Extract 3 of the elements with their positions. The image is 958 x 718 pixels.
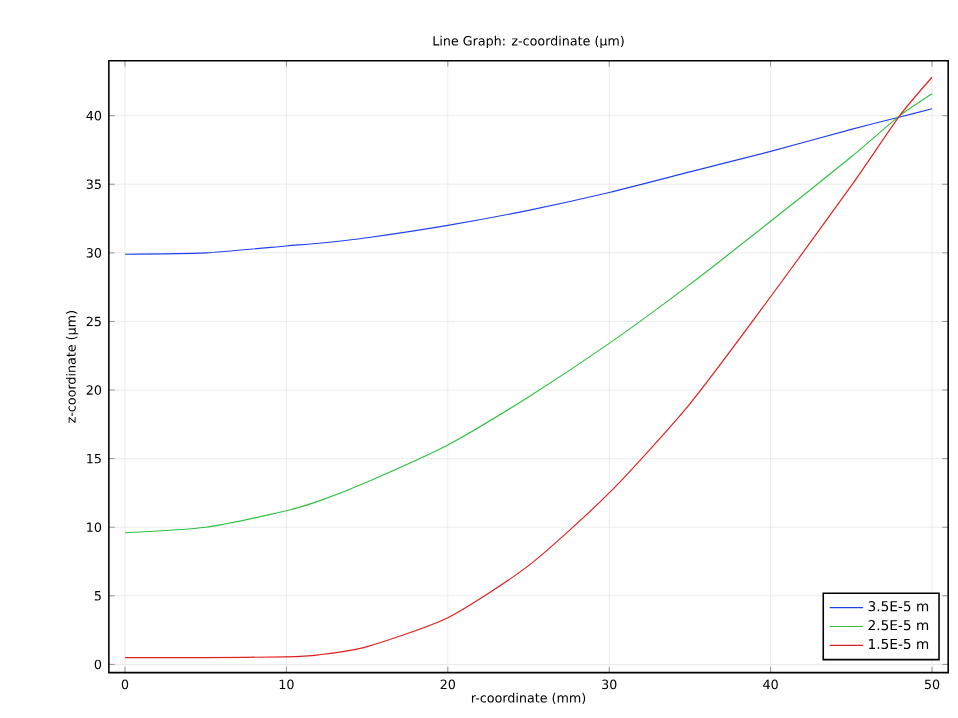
- line-series: [124, 108, 933, 255]
- line-series: [124, 93, 933, 534]
- line-series: [124, 76, 933, 659]
